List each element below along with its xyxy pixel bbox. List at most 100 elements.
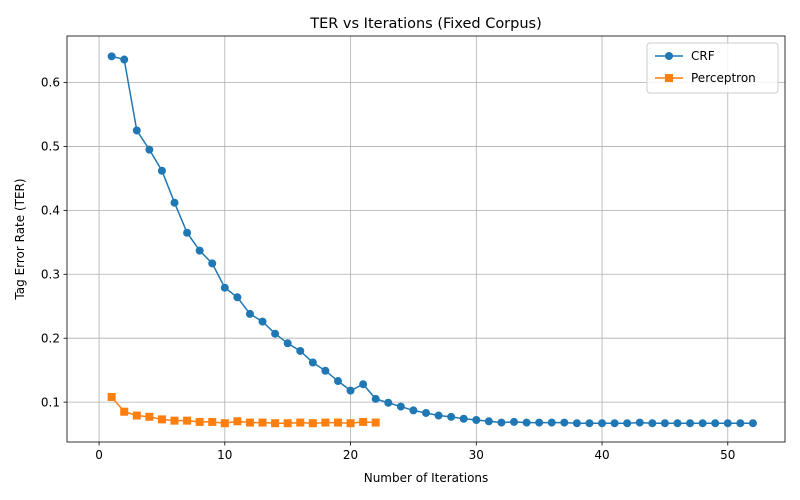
data-point xyxy=(145,412,154,421)
data-point xyxy=(107,393,116,402)
data-point xyxy=(245,309,254,318)
data-point xyxy=(510,417,519,426)
data-point xyxy=(598,419,607,428)
data-point xyxy=(723,419,732,428)
data-point xyxy=(296,346,305,355)
data-point xyxy=(283,339,292,348)
data-point xyxy=(308,358,317,367)
data-point xyxy=(220,419,229,428)
legend-label: CRF xyxy=(691,49,715,63)
data-point xyxy=(572,419,581,428)
data-point xyxy=(145,145,154,154)
data-point xyxy=(233,417,242,426)
data-point xyxy=(560,418,569,427)
x-tick-label: 0 xyxy=(95,448,103,462)
y-tick-label: 0.5 xyxy=(41,140,60,154)
data-point xyxy=(409,406,418,415)
data-point xyxy=(585,419,594,428)
data-point xyxy=(283,419,292,428)
series-crf xyxy=(107,52,757,428)
data-point xyxy=(623,419,632,428)
legend-item-perceptron: Perceptron xyxy=(655,71,756,85)
data-point xyxy=(686,419,695,428)
x-tick-label: 30 xyxy=(469,448,484,462)
x-tick-label: 20 xyxy=(343,448,358,462)
data-point xyxy=(120,407,129,416)
legend: CRF Perceptron xyxy=(646,42,779,94)
grid-lines xyxy=(67,36,785,442)
data-point xyxy=(346,419,355,428)
axis-ticks: 0 10 20 30 40 50 0.1 0.2 0.3 0.4 0.5 0.6 xyxy=(41,76,736,462)
data-point xyxy=(673,419,682,428)
data-point xyxy=(208,259,217,268)
data-point xyxy=(371,394,380,403)
y-tick-label: 0.3 xyxy=(41,267,60,281)
data-point xyxy=(220,283,229,292)
y-tick-label: 0.2 xyxy=(41,331,60,345)
data-point xyxy=(459,414,468,423)
data-point xyxy=(384,398,393,407)
legend-label: Perceptron xyxy=(691,71,756,85)
data-point xyxy=(472,416,481,425)
data-point xyxy=(648,419,657,428)
data-point xyxy=(434,411,443,420)
data-point xyxy=(271,329,280,338)
data-point xyxy=(183,416,192,425)
data-point xyxy=(346,386,355,395)
chart-title: TER vs Iterations (Fixed Corpus) xyxy=(309,16,542,32)
data-point xyxy=(170,416,179,425)
series-line xyxy=(111,55,753,424)
data-point xyxy=(107,52,116,61)
data-point xyxy=(748,419,757,428)
data-point xyxy=(258,418,267,427)
y-tick-label: 0.4 xyxy=(41,204,60,218)
data-point xyxy=(535,418,544,427)
data-point xyxy=(321,418,330,427)
data-point xyxy=(635,418,644,427)
data-point xyxy=(258,317,267,326)
data-point xyxy=(208,417,217,426)
data-point xyxy=(522,418,531,427)
legend-item-crf: CRF xyxy=(655,49,715,63)
data-point xyxy=(308,419,317,428)
data-point xyxy=(359,417,368,426)
data-point xyxy=(170,198,179,207)
series-perceptron xyxy=(107,393,380,428)
data-point xyxy=(447,412,456,421)
data-point xyxy=(183,228,192,237)
data-point xyxy=(371,418,380,427)
x-tick-label: 50 xyxy=(720,448,735,462)
legend-marker xyxy=(665,74,673,82)
data-point xyxy=(610,419,619,428)
data-point xyxy=(711,419,720,428)
data-point xyxy=(195,246,204,255)
data-point xyxy=(132,411,141,420)
series-line xyxy=(111,396,376,424)
data-point xyxy=(484,417,493,426)
data-point xyxy=(497,418,506,427)
x-axis-label: Number of Iterations xyxy=(364,471,489,485)
data-point xyxy=(736,419,745,428)
plot-frame xyxy=(66,35,786,443)
data-point xyxy=(296,418,305,427)
data-point xyxy=(195,417,204,426)
data-point xyxy=(422,408,430,417)
data-point xyxy=(245,418,254,427)
data-point xyxy=(271,419,280,428)
series-layer xyxy=(107,52,757,428)
data-point xyxy=(333,418,342,427)
data-point xyxy=(660,419,669,428)
data-point xyxy=(359,380,368,389)
x-tick-label: 40 xyxy=(594,448,609,462)
data-point xyxy=(132,126,141,135)
data-point xyxy=(157,415,166,424)
data-point xyxy=(321,366,330,375)
y-tick-label: 0.6 xyxy=(41,76,60,90)
data-point xyxy=(333,377,342,386)
data-point xyxy=(233,293,242,302)
legend-marker xyxy=(665,52,673,60)
y-tick-label: 0.1 xyxy=(41,395,60,409)
data-point xyxy=(698,419,707,428)
